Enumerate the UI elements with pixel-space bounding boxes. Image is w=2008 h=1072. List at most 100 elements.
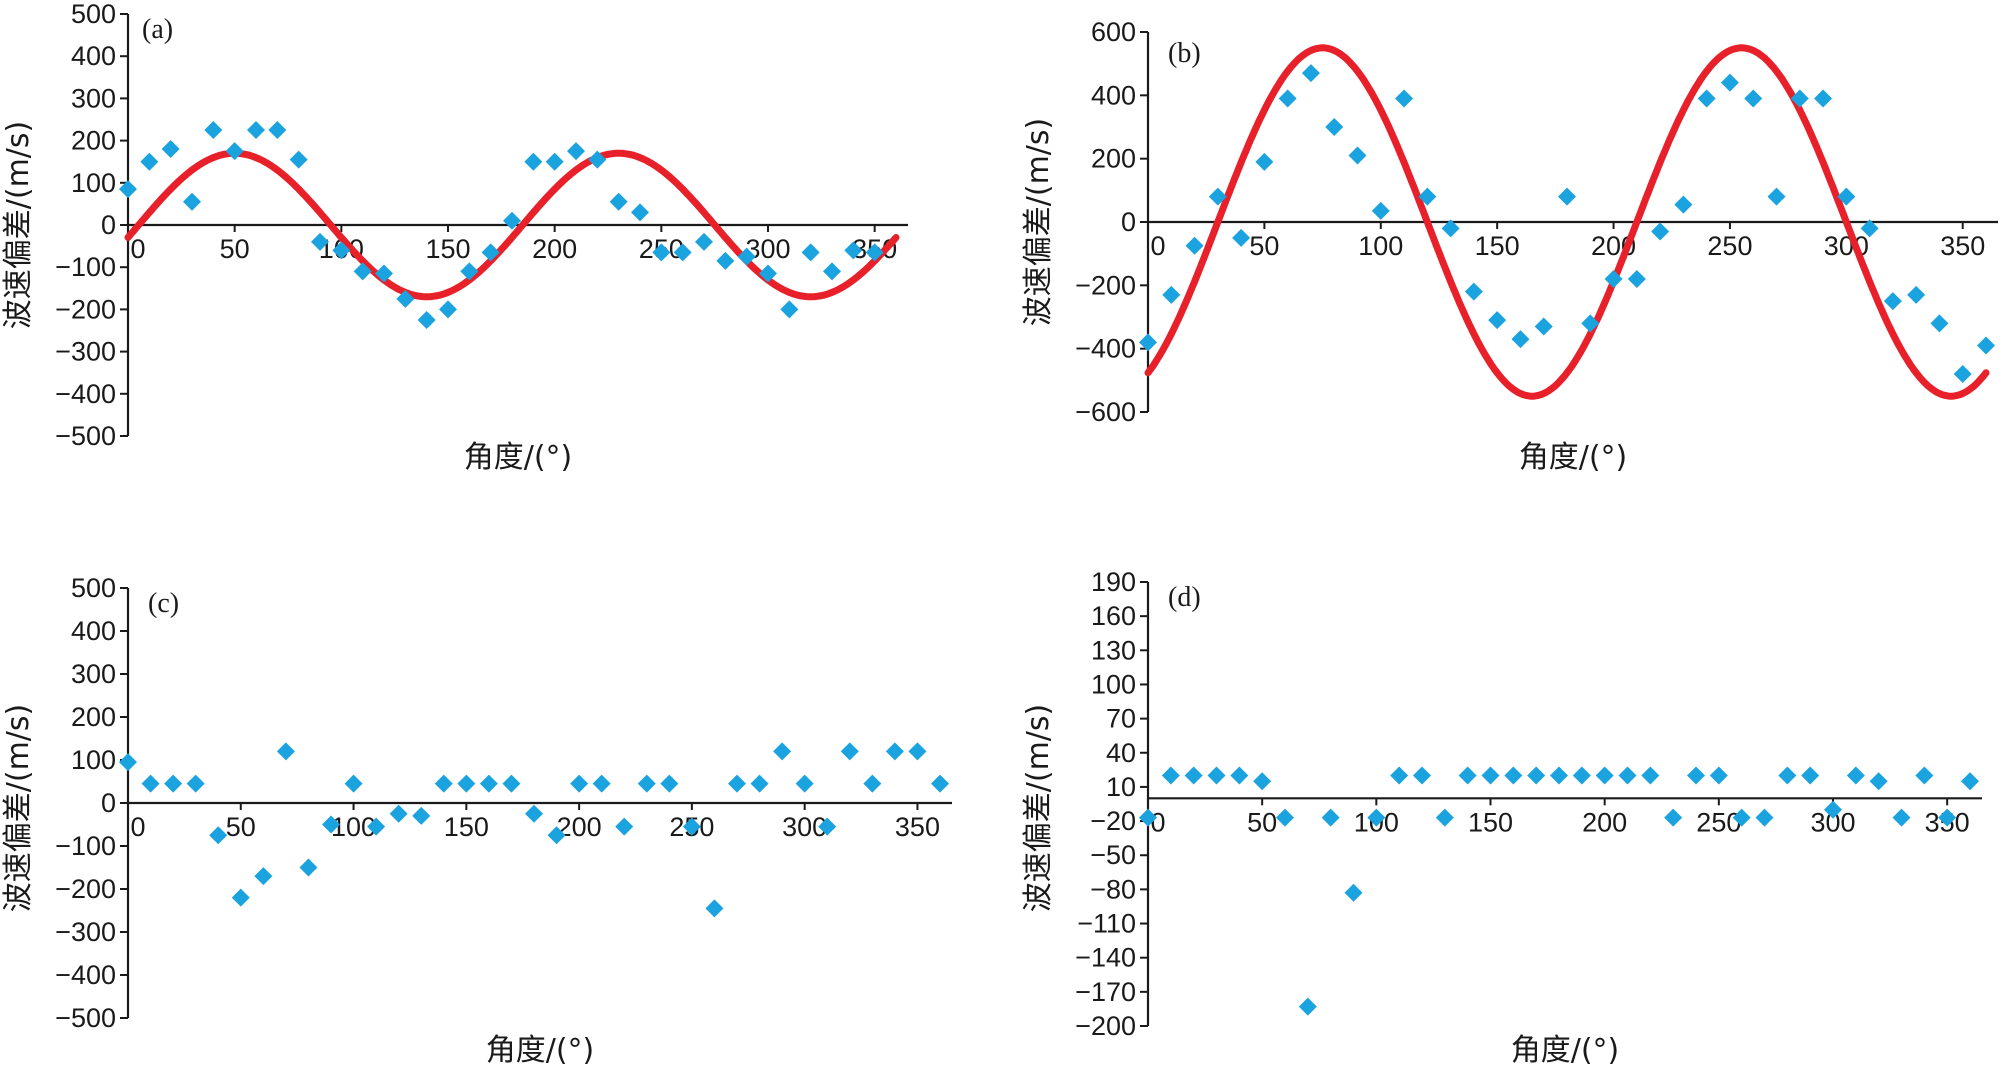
data-point-marker xyxy=(547,826,566,845)
data-point-marker xyxy=(164,774,183,793)
x-tick-label: 150 xyxy=(425,234,470,264)
data-point-marker xyxy=(1687,766,1705,785)
data-point-marker xyxy=(1595,766,1614,785)
data-point-marker xyxy=(1253,772,1272,791)
y-tick-label: −80 xyxy=(1090,874,1136,904)
y-tick-label: 400 xyxy=(71,616,116,646)
data-point-marker xyxy=(417,310,436,329)
y-tick-label: 200 xyxy=(71,702,116,732)
y-tick-label: 40 xyxy=(1106,738,1136,768)
data-point-marker xyxy=(1755,808,1774,827)
data-point-marker xyxy=(801,243,820,262)
data-point-marker xyxy=(161,140,180,159)
x-tick-label: 0 xyxy=(1150,807,1165,837)
data-point-marker xyxy=(1276,808,1294,827)
data-point-marker xyxy=(375,264,393,283)
y-tick-label: −50 xyxy=(1090,840,1136,870)
data-point-marker xyxy=(1185,236,1204,255)
data-point-marker xyxy=(1534,317,1553,336)
y-tick-label: 130 xyxy=(1091,635,1136,665)
data-point-marker xyxy=(289,150,308,169)
data-point-marker xyxy=(908,742,927,761)
data-point-marker xyxy=(1441,219,1460,238)
data-point-marker xyxy=(503,211,521,230)
y-tick-label: −100 xyxy=(55,831,116,861)
y-tick-label: 100 xyxy=(1091,669,1136,699)
chart-panel-a: 500 400 300 200 100 0 −100 −200 −300 −400 −500 0 50 1… xyxy=(1,0,908,475)
data-point-marker xyxy=(780,300,799,319)
data-point-marker xyxy=(1860,219,1879,238)
data-point-marker xyxy=(1390,766,1409,785)
data-point-marker xyxy=(1348,146,1367,165)
y-tick-label: 70 xyxy=(1106,704,1136,734)
data-point-marker xyxy=(652,243,671,262)
data-point-marker xyxy=(1790,89,1809,108)
data-point-marker xyxy=(367,817,386,836)
data-point-marker xyxy=(1278,89,1297,108)
data-point-marker xyxy=(247,121,265,140)
data-point-marker xyxy=(1837,187,1856,206)
y-tick-label: −300 xyxy=(55,917,116,947)
y-tick-label: 300 xyxy=(71,83,116,113)
data-point-marker xyxy=(119,180,137,199)
data-point-marker xyxy=(673,243,692,262)
x-tick-label: 0 xyxy=(130,812,145,842)
data-point-marker xyxy=(1161,766,1180,785)
data-point-marker xyxy=(119,753,137,772)
data-point-marker xyxy=(844,241,863,260)
data-point-marker xyxy=(1413,766,1431,785)
data-point-marker xyxy=(1869,772,1888,791)
y-tick-label: −140 xyxy=(1075,943,1136,973)
x-tick-label: 150 xyxy=(1475,231,1520,261)
data-point-marker xyxy=(1846,766,1865,785)
data-point-marker xyxy=(457,774,476,793)
data-point-marker xyxy=(931,774,949,793)
data-point-marker xyxy=(186,774,205,793)
data-point-marker xyxy=(1915,766,1934,785)
y-tick-label: −200 xyxy=(1075,270,1136,300)
data-point-marker xyxy=(299,858,318,877)
data-point-marker xyxy=(759,264,777,283)
y-tick-label: 160 xyxy=(1091,601,1136,631)
data-point-marker xyxy=(795,774,814,793)
x-tick-label: 200 xyxy=(532,234,577,264)
x-tick-label: 350 xyxy=(1940,231,1985,261)
data-point-marker xyxy=(750,774,769,793)
data-point-marker xyxy=(695,232,713,251)
y-tick-label: 600 xyxy=(1091,17,1136,47)
y-tick-label: 500 xyxy=(71,573,116,603)
data-point-marker xyxy=(1184,766,1203,785)
fit-curve-line xyxy=(1144,44,1990,400)
x-tick-label: 150 xyxy=(1468,807,1513,837)
data-point-marker xyxy=(322,815,340,834)
chart-panel-d: 190 160 130 100 70 40 10 −20 −50 −80 −110 −140 −170 −… xyxy=(1021,567,1982,1068)
y-tick-label: 10 xyxy=(1106,772,1136,802)
data-point-marker xyxy=(615,817,634,836)
y-tick-label: −110 xyxy=(1077,909,1136,939)
data-point-marker xyxy=(1720,73,1739,92)
data-point-marker xyxy=(311,232,329,251)
data-point-marker xyxy=(1618,766,1637,785)
data-point-marker xyxy=(1744,89,1763,108)
data-point-marker xyxy=(231,888,250,907)
x-tick-label: 50 xyxy=(1247,807,1277,837)
data-point-marker xyxy=(570,774,589,793)
data-point-marker xyxy=(524,152,543,171)
data-point-marker xyxy=(728,774,746,793)
data-point-marker xyxy=(1767,187,1786,206)
y-tick-label: 500 xyxy=(71,0,116,29)
data-point-marker xyxy=(1321,808,1340,827)
y-tick-label: −200 xyxy=(55,874,116,904)
data-point-marker xyxy=(545,152,564,171)
data-point-marker xyxy=(1208,187,1227,206)
panel-label: (a) xyxy=(142,14,173,45)
data-point-marker xyxy=(1604,270,1623,288)
data-point-marker xyxy=(1907,285,1926,304)
data-point-marker xyxy=(479,774,498,793)
x-axis-title: 角度/(°) xyxy=(464,440,573,475)
data-point-marker xyxy=(1627,270,1646,288)
x-tick-label: 0 xyxy=(1150,231,1165,261)
data-point-marker xyxy=(1371,201,1390,220)
data-point-marker xyxy=(525,804,543,823)
chart-panel-c: 500 400 300 200 100 0 −100 −200 −300 −400 −500 0 50 1… xyxy=(1,573,952,1068)
